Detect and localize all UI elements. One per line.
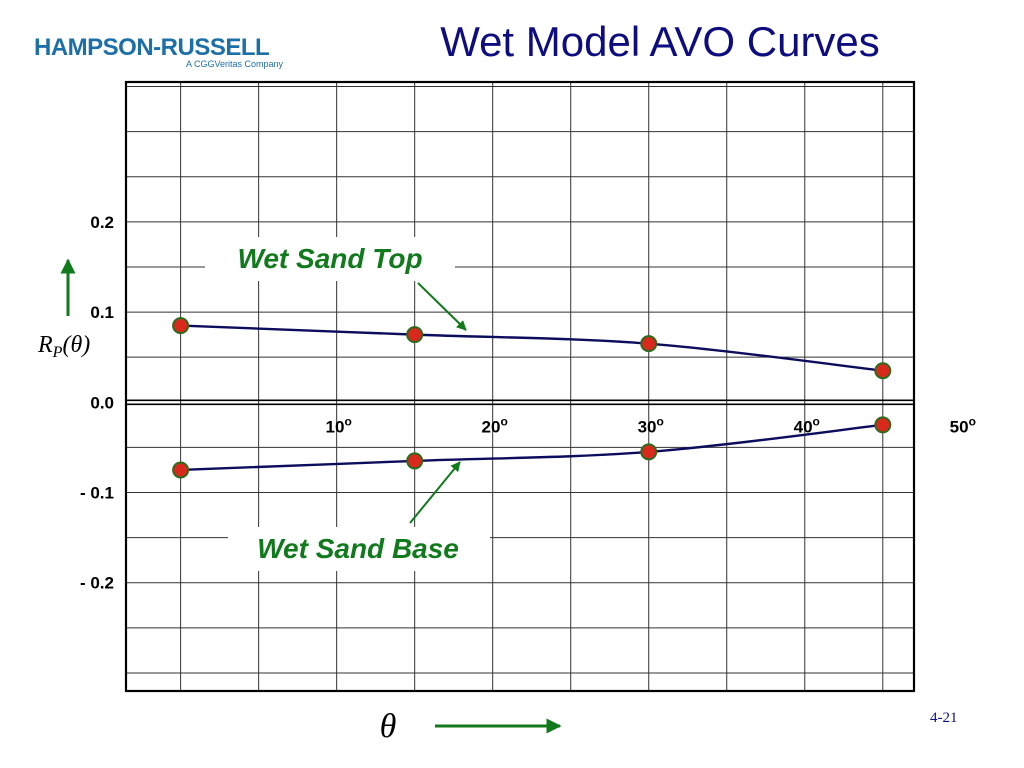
data-point	[172, 461, 190, 479]
slide-title: Wet Model AVO Curves	[440, 18, 880, 65]
x-tick-label: 40o	[794, 414, 820, 436]
data-point	[874, 362, 892, 380]
data-point	[640, 335, 658, 353]
callout-box	[205, 237, 455, 281]
series-line-base	[180, 423, 883, 472]
callout-arrow	[417, 282, 467, 331]
y-tick-label: 0.2	[90, 213, 114, 232]
x-tick-label: 50o	[950, 414, 976, 436]
axes: 0.2 0.1 0.0 - 0.1 - 0.2 10o 20o 30o 40o 50o RP(θ) θ	[37, 80, 976, 745]
page-number: 4-21	[930, 710, 958, 726]
y-tick-label: - 0.2	[80, 574, 114, 593]
y-tick-label: - 0.1	[80, 484, 114, 503]
annotations: Wet Sand Top Wet Sand Base	[205, 237, 490, 571]
data-point	[406, 326, 424, 344]
grid	[126, 82, 914, 691]
series-layer	[172, 317, 892, 479]
callout-box	[228, 527, 490, 571]
callout-arrow	[409, 461, 461, 524]
x-tick-label: 20o	[482, 414, 508, 436]
y-axis-label: RP(θ)	[37, 332, 90, 361]
x-tick-label: 10o	[326, 414, 352, 436]
series-label: Wet Sand Base	[257, 533, 459, 564]
series-label: Wet Sand Top	[237, 243, 422, 274]
series-line-top	[180, 324, 883, 372]
company-logo: HAMPSON-RUSSELL A CGGVeritas Company	[34, 34, 284, 74]
x-tick-label: 30o	[638, 414, 664, 436]
plot-area	[126, 82, 914, 691]
data-point	[406, 452, 424, 470]
logo-wordmark: HAMPSON-RUSSELL	[34, 34, 270, 61]
x-axis-label: θ	[380, 708, 397, 745]
y-tick-label: 0.1	[90, 303, 114, 322]
logo-tagline: A CGGVeritas Company	[186, 59, 284, 69]
y-tick-label: 0.0	[90, 393, 114, 412]
data-point	[640, 443, 658, 461]
data-point	[874, 416, 892, 434]
data-point	[172, 317, 190, 335]
plot-frame	[124, 80, 916, 693]
